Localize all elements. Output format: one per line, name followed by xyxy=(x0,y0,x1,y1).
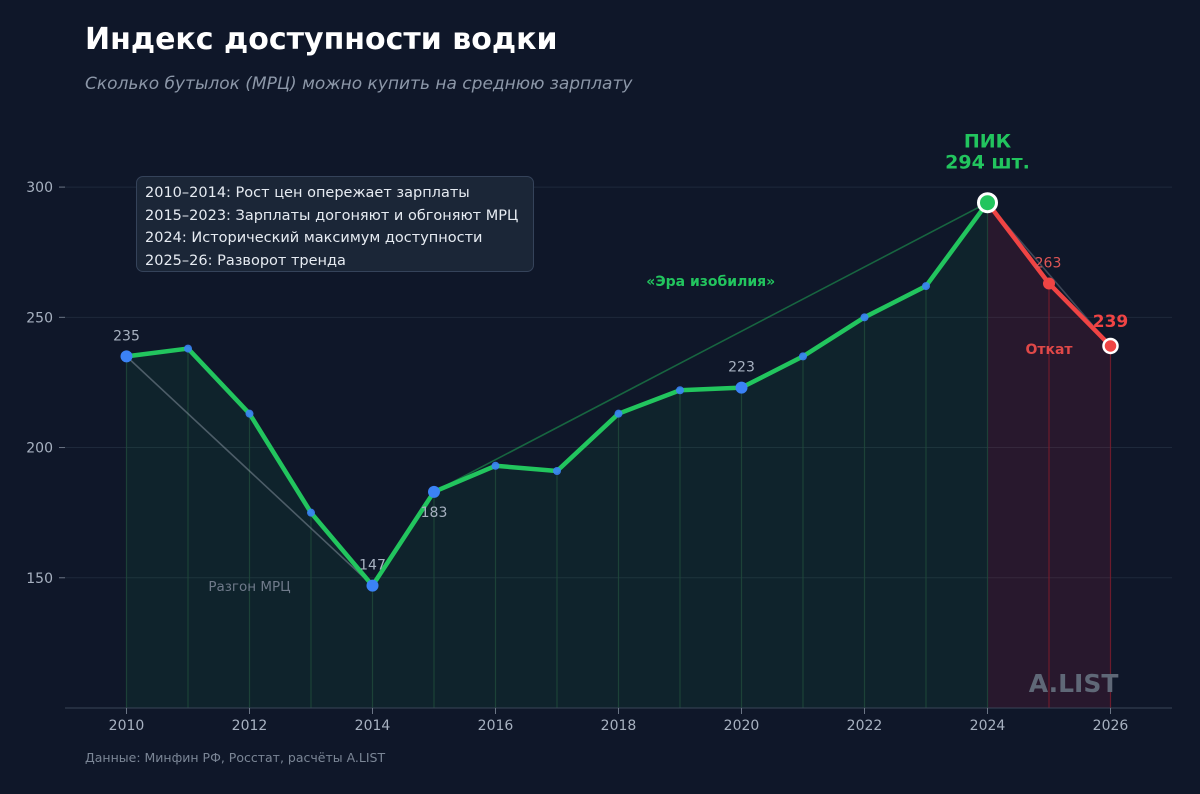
trend-line-2015-2024 xyxy=(433,202,988,493)
data-point-2021 xyxy=(799,352,807,361)
ytick-label-200: 200 xyxy=(26,441,53,457)
point-label-2010: 235 xyxy=(113,328,140,344)
point-label-2026: 239 xyxy=(1093,312,1129,332)
data-point-2010 xyxy=(120,350,133,363)
data-point-2017 xyxy=(553,466,561,475)
info-line-4: 2025–26: Разворот тренда xyxy=(145,252,346,269)
info-box: 2010–2014: Рост цен опережает зарплаты 2… xyxy=(136,176,534,272)
xtick-label-2010: 2010 xyxy=(109,718,145,734)
xtick-label-2012: 2012 xyxy=(232,718,268,734)
data-source: Данные: Минфин РФ, Росстат, расчёты A.LI… xyxy=(85,750,386,765)
annotation-abundance-era: «Эра изобилия» xyxy=(646,274,775,290)
xtick-label-2018: 2018 xyxy=(601,718,637,734)
area-layer xyxy=(125,202,1112,708)
data-point-2024 xyxy=(977,192,998,214)
axis-layer: 150 200 250 300 2010 2012 2014 2016 2018 2020 2022… xyxy=(26,180,1172,734)
annotation-rollback: Откат xyxy=(1025,342,1073,358)
xtick-label-2020: 2020 xyxy=(724,718,760,734)
trend-line-2010-2014 xyxy=(125,355,374,587)
labels-layer: 235 147 183 223 263 239 ПИК 294 шт. Разг… xyxy=(113,131,1128,698)
data-point-2023 xyxy=(922,282,930,291)
data-point-2015 xyxy=(428,485,440,498)
xtick-label-2016: 2016 xyxy=(478,718,514,734)
peak-label-value: 294 шт. xyxy=(945,152,1030,174)
data-point-2014 xyxy=(366,579,379,592)
xtick-label-2014: 2014 xyxy=(355,718,391,734)
info-line-1: 2010–2014: Рост цен опережает зарплаты xyxy=(145,185,470,201)
points-layer xyxy=(120,192,1119,592)
data-point-2025 xyxy=(1043,277,1055,290)
point-label-2020: 223 xyxy=(728,360,755,376)
data-point-2011 xyxy=(184,344,192,353)
data-point-2016 xyxy=(491,461,500,470)
data-point-2012 xyxy=(245,409,254,418)
point-label-2025: 263 xyxy=(1035,255,1062,271)
data-point-2018 xyxy=(614,409,623,418)
data-point-2013 xyxy=(307,508,315,517)
peak-label-title: ПИК xyxy=(964,131,1012,153)
data-point-2019 xyxy=(676,386,684,395)
xtick-label-2024: 2024 xyxy=(970,718,1006,734)
growth-area xyxy=(126,202,988,708)
ytick-label-250: 250 xyxy=(26,310,53,326)
chart-title: Индекс доступности водки xyxy=(85,22,558,57)
ytick-label-150: 150 xyxy=(26,571,53,587)
watermark: A.LIST xyxy=(1029,669,1119,698)
ytick-label-300: 300 xyxy=(26,180,53,196)
annotation-mrc-growth: Разгон МРЦ xyxy=(208,579,290,595)
xtick-label-2022: 2022 xyxy=(847,718,883,734)
chart-subtitle: Сколько бутылок (МРЦ) можно купить на ср… xyxy=(85,74,633,94)
data-point-2022 xyxy=(860,313,869,322)
xtick-label-2026: 2026 xyxy=(1093,718,1129,734)
point-label-2014: 147 xyxy=(359,558,386,574)
info-line-2: 2015–2023: Зарплаты догоняют и обгоняют … xyxy=(145,207,519,224)
point-label-2015: 183 xyxy=(421,505,448,521)
info-line-3: 2024: Исторический максимум доступности xyxy=(145,230,483,246)
data-point-2026 xyxy=(1102,337,1119,355)
data-point-2020 xyxy=(735,381,748,394)
